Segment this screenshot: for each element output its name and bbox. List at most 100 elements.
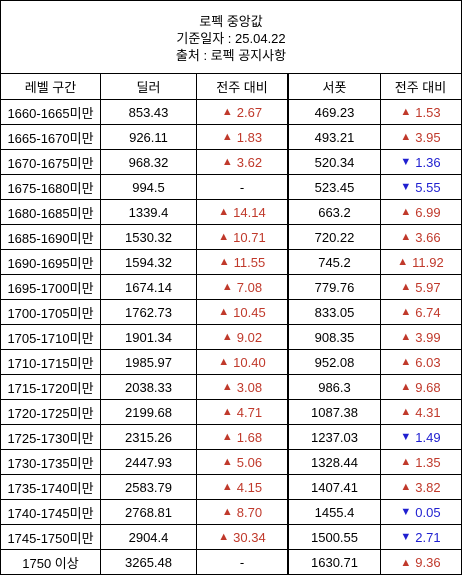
up-triangle-icon: ▲ [400, 381, 412, 393]
change-value: 10.40 [233, 354, 266, 370]
up-triangle-icon: ▲ [400, 331, 412, 343]
change-value: 4.71 [236, 404, 263, 420]
no-change-dash: - [239, 555, 245, 570]
table-row: 1680-1685미만 1339.4 ▲ 14.14 663.2 ▲ 6.99 [1, 200, 461, 225]
support-change-cell: ▼ 1.36 [381, 150, 460, 174]
change-value: 6.74 [415, 304, 441, 320]
table-row: 1740-1745미만 2768.81 ▲ 8.70 1455.4 ▼ 0.05 [1, 500, 461, 525]
change-value: 3.82 [415, 479, 441, 495]
level-range-cell: 1665-1670미만 [1, 125, 101, 149]
change-value: 0.05 [415, 504, 441, 520]
dealer-change-cell: ▲ 8.70 [197, 500, 287, 524]
col-header-support: 서폿 [289, 74, 381, 99]
change-value: 2.71 [415, 529, 441, 545]
support-change-cell: ▼ 1.49 [381, 425, 460, 449]
up-triangle-icon: ▲ [221, 131, 233, 143]
support-value-cell: 986.3 [289, 375, 381, 399]
dealer-value-cell: 1762.73 [101, 300, 197, 324]
up-triangle-icon: ▲ [218, 256, 230, 268]
up-triangle-icon: ▲ [400, 106, 412, 118]
support-change-cell: ▼ 0.05 [381, 500, 460, 524]
col-header-dealer-change: 전주 대비 [216, 80, 268, 95]
down-triangle-icon: ▼ [400, 156, 412, 168]
support-change-cell: ▲ 9.68 [381, 375, 460, 399]
level-range-cell: 1695-1700미만 [1, 275, 101, 299]
table-row: 1750 이상 3265.48-1630.71 ▲ 9.36 [1, 550, 461, 575]
down-triangle-icon: ▼ [400, 506, 412, 518]
table-row: 1745-1750미만 2904.4 ▲ 30.34 1500.55 ▼ 2.71 [1, 525, 461, 550]
dealer-change-cell: ▲ 5.06 [197, 450, 287, 474]
support-change-cell: ▲ 4.31 [381, 400, 460, 424]
up-triangle-icon: ▲ [400, 356, 412, 368]
dealer-value-cell: 994.5 [101, 175, 197, 199]
dealer-value-cell: 1674.14 [101, 275, 197, 299]
dealer-change-cell: - [197, 175, 287, 199]
column-divider [287, 450, 288, 474]
level-range-cell: 1660-1665미만 [1, 100, 101, 124]
change-value: 2.67 [236, 104, 263, 120]
support-change-cell: ▲ 6.74 [381, 300, 460, 324]
up-triangle-icon: ▲ [397, 256, 409, 268]
level-range-cell: 1740-1745미만 [1, 500, 101, 524]
level-range-cell: 1730-1735미만 [1, 450, 101, 474]
level-range-cell: 1705-1710미만 [1, 325, 101, 349]
up-triangle-icon: ▲ [400, 231, 412, 243]
support-change-cell: ▲ 3.99 [381, 325, 460, 349]
column-divider [287, 175, 288, 199]
table-header: 로펙 중앙값 기준일자 : 25.04.22 출처 : 로펙 공지사항 [1, 1, 461, 74]
dealer-value-cell: 2768.81 [101, 500, 197, 524]
change-value: 1.35 [415, 454, 441, 470]
column-divider [287, 550, 288, 575]
column-divider [287, 150, 288, 174]
col-header-support-change: 전주 대비 [394, 80, 447, 95]
support-value-cell: 833.05 [289, 300, 381, 324]
table-row: 1675-1680미만 994.5-523.45 ▼ 5.55 [1, 175, 461, 200]
dealer-change-cell: ▲ 10.71 [197, 225, 287, 249]
column-divider [287, 500, 288, 524]
level-range-cell: 1750 이상 [1, 550, 101, 575]
change-value: 5.06 [236, 454, 263, 470]
dealer-value-cell: 2447.93 [101, 450, 197, 474]
column-divider [287, 125, 288, 149]
column-divider [288, 500, 289, 524]
support-change-cell: ▲ 6.03 [381, 350, 460, 374]
support-value-cell: 1328.44 [289, 450, 381, 474]
up-triangle-icon: ▲ [221, 456, 233, 468]
column-divider [288, 200, 289, 224]
dealer-change-cell: - [197, 550, 287, 575]
table-row: 1735-1740미만 2583.79 ▲ 4.15 1407.41 ▲ 3.82 [1, 475, 461, 500]
up-triangle-icon: ▲ [221, 381, 233, 393]
change-value: 30.34 [233, 529, 266, 545]
down-triangle-icon: ▼ [400, 181, 412, 193]
support-value-cell: 1455.4 [289, 500, 381, 524]
up-triangle-icon: ▲ [400, 206, 412, 218]
dealer-value-cell: 1901.34 [101, 325, 197, 349]
dealer-change-cell: ▲ 10.40 [197, 350, 287, 374]
column-divider [288, 125, 289, 149]
dealer-change-cell: ▲ 14.14 [197, 200, 287, 224]
up-triangle-icon: ▲ [221, 506, 233, 518]
change-value: 9.02 [236, 329, 263, 345]
column-divider [287, 325, 288, 349]
table-row: 1690-1695미만 1594.32 ▲ 11.55 745.2 ▲ 11.92 [1, 250, 461, 275]
dealer-value-cell: 853.43 [101, 100, 197, 124]
up-triangle-icon: ▲ [221, 281, 233, 293]
table-row: 1705-1710미만 1901.34 ▲ 9.02 908.35 ▲ 3.99 [1, 325, 461, 350]
up-triangle-icon: ▲ [218, 206, 230, 218]
column-divider [288, 475, 289, 499]
change-value: 6.99 [415, 204, 441, 220]
change-value: 3.66 [415, 229, 441, 245]
change-value: 1.83 [236, 129, 263, 145]
support-value-cell: 1407.41 [289, 475, 381, 499]
column-header-row: 레벨 구간 딜러 전주 대비 서폿 전주 대비 [1, 74, 461, 100]
support-change-cell: ▲ 5.97 [381, 275, 460, 299]
column-divider [287, 275, 288, 299]
column-divider [288, 525, 289, 549]
level-range-cell: 1680-1685미만 [1, 200, 101, 224]
support-value-cell: 908.35 [289, 325, 381, 349]
column-divider [288, 150, 289, 174]
change-value: 7.08 [236, 279, 263, 295]
up-triangle-icon: ▲ [400, 306, 412, 318]
level-range-cell: 1745-1750미만 [1, 525, 101, 549]
